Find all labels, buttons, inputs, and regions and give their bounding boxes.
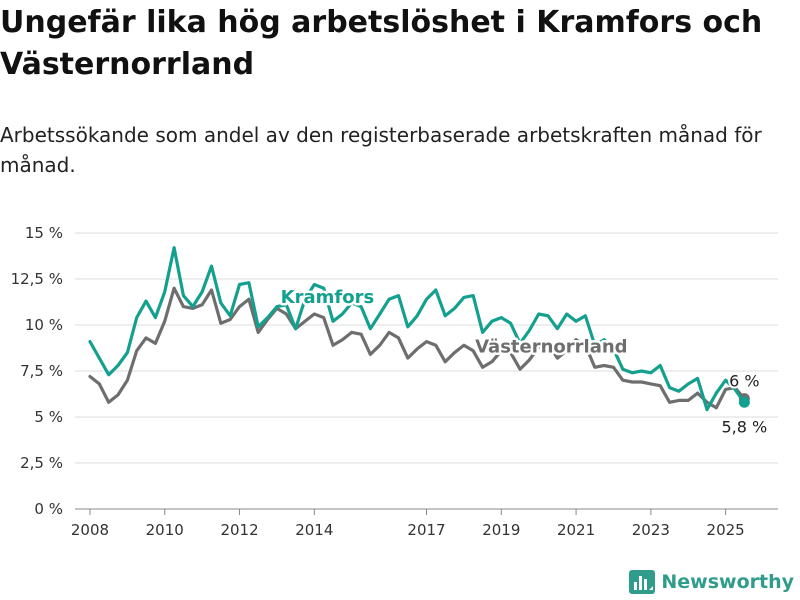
chart-title: Ungefär lika hög arbetslöshet i Kramfors… [0,5,763,82]
x-tick-label: 2025 [707,521,745,539]
x-tick-label: 2023 [632,521,670,539]
brand-name: Newsworthy [661,571,794,593]
series-label-kramfors: Kramfors [281,287,375,308]
series-line-vasternorrland [88,286,746,410]
end-value-label: 5,8 % [721,417,767,436]
y-tick-label: 12,5 % [11,270,63,288]
x-tick-label: 2017 [407,521,445,539]
bar-chart-logo-icon [629,570,656,594]
chart-subtitle: Arbetssökande som andel av den registerb… [0,123,762,177]
y-tick-label: 7,5 % [20,362,63,380]
x-tick-label: 2014 [295,521,333,539]
y-tick-label: 15 % [25,224,63,242]
y-axis-ticks: 0 % 2,5 % 5 % 7,5 % 10 % 12,5 % 15 % [11,224,63,518]
series-lines [88,246,750,412]
x-tick-label: 2012 [220,521,258,539]
x-tick-label: 2019 [482,521,520,539]
y-tick-label: 10 % [25,316,63,334]
end-value-label: 6 % [729,372,759,391]
x-tick-label: 2008 [71,521,109,539]
series-label-vasternorrland: Västernorrland [475,337,627,358]
series-labels: Kramfors Västernorrland 6 % 5,8 % [278,284,769,438]
series-line-kramfors [88,246,746,412]
y-tick-label: 5 % [34,408,63,426]
x-tick-label: 2021 [557,521,595,539]
x-tick-label: 2010 [146,521,184,539]
end-point-kramfors [738,396,750,408]
y-tick-label: 0 % [34,500,63,518]
newsworthy-logo: Newsworthy [629,570,794,594]
y-tick-label: 2,5 % [20,454,63,472]
x-axis: 2008 2010 2012 2014 2017 2019 2021 2023 2025 [71,509,745,539]
